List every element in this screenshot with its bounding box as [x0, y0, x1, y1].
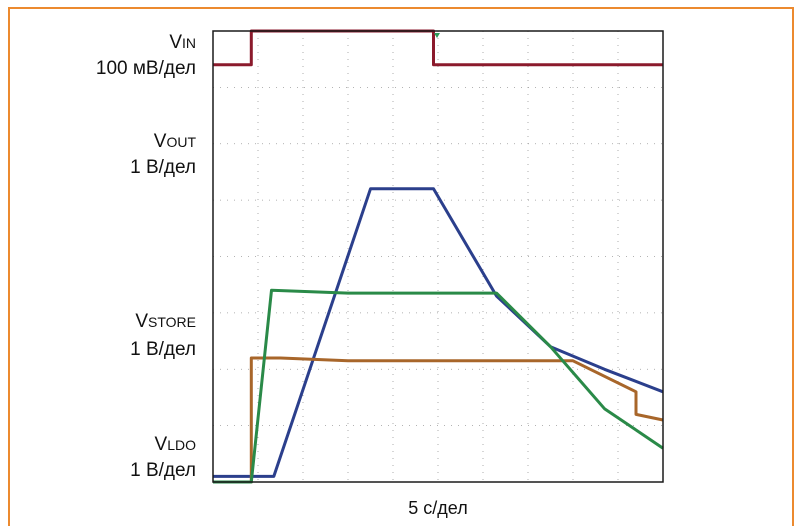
vin-label: VIN [169, 32, 196, 53]
x-axis-label: 5 с/дел [408, 498, 468, 518]
vldo-label: VLDO [154, 434, 196, 455]
trace-vstore [213, 356, 664, 484]
vstore-label: VSTORE [135, 311, 196, 332]
plot-grid [213, 31, 663, 482]
vout-label: VOUT [153, 131, 196, 152]
trigger-marker-icon [434, 33, 440, 38]
vldo-scale: 1 В/дел [130, 460, 196, 481]
trace-vout [213, 187, 664, 478]
vout-scale: 1 В/дел [130, 157, 196, 178]
figure-frame [8, 7, 794, 526]
trace-vldo [213, 288, 664, 484]
vin-scale: 100 мВ/дел [95, 58, 196, 79]
vstore-scale: 1 В/дел [130, 339, 196, 360]
plot-border [212, 30, 664, 483]
